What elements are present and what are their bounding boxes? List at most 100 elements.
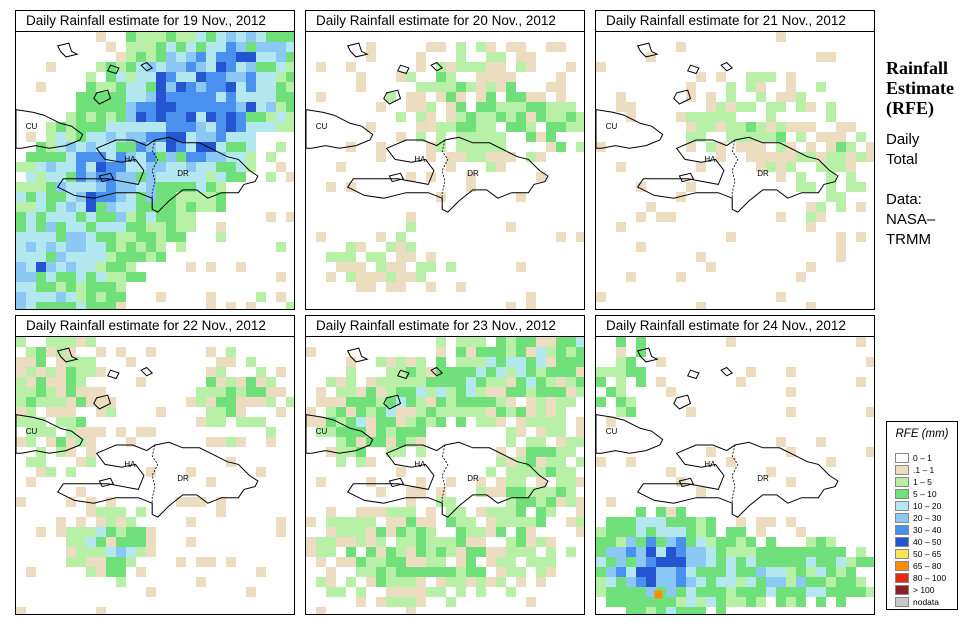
rainfall-cell <box>396 527 406 537</box>
rainfall-cell <box>526 387 536 397</box>
rainfall-cell <box>166 232 176 242</box>
rainfall-cell <box>536 152 546 162</box>
rainfall-cell <box>16 262 26 272</box>
rainfall-cell <box>176 162 186 172</box>
rainfall-cell <box>196 62 206 72</box>
rainfall-cell <box>386 567 396 577</box>
rainfall-cell <box>176 112 186 122</box>
rainfall-cell <box>326 567 336 577</box>
rainfall-cell <box>76 152 86 162</box>
legend-label: 30 – 40 <box>913 525 942 535</box>
rainfall-cell <box>246 112 256 122</box>
rainfall-cell <box>116 62 126 72</box>
rainfall-cell <box>56 202 66 212</box>
rainfall-cell <box>506 587 516 597</box>
rainfall-cell <box>196 557 206 567</box>
rainfall-cell <box>176 232 186 242</box>
rainfall-cell <box>646 607 656 614</box>
rainfall-cell <box>536 467 546 477</box>
rainfall-cell <box>376 417 386 427</box>
rainfall-cell <box>286 302 294 309</box>
rainfall-cell <box>256 377 266 387</box>
rainfall-cell <box>216 192 226 202</box>
rainfall-cell <box>376 427 386 437</box>
rainfall-cell <box>766 587 776 597</box>
rainfall-cell <box>366 252 376 262</box>
rainfall-cell <box>256 112 266 122</box>
rainfall-cell <box>206 292 216 302</box>
rainfall-grid <box>306 337 584 614</box>
rainfall-cell <box>696 132 706 142</box>
rainfall-cell <box>186 182 196 192</box>
mayaguana-coastline <box>106 369 120 380</box>
rainfall-cell <box>116 292 126 302</box>
rainfall-cell <box>146 112 156 122</box>
rainfall-cell <box>46 202 56 212</box>
rainfall-cell <box>666 212 676 222</box>
rainfall-cell <box>416 92 426 102</box>
rainfall-cell <box>236 82 246 92</box>
rainfall-cell <box>536 357 546 367</box>
legend-swatch <box>895 597 909 607</box>
rainfall-cell <box>136 72 146 82</box>
rainfall-cell <box>286 72 294 82</box>
rainfall-cell <box>776 132 786 142</box>
rainfall-cell <box>816 587 826 597</box>
rainfall-cell <box>146 102 156 112</box>
coastlines <box>306 347 549 518</box>
rainfall-cell <box>526 92 536 102</box>
rainfall-cell <box>706 262 716 272</box>
gonave-coastline <box>678 477 695 488</box>
rainfall-cell <box>646 567 656 577</box>
rainfall-cell <box>846 182 856 192</box>
rainfall-cell <box>156 52 166 62</box>
rainfall-cell <box>856 152 866 162</box>
rainfall-cell <box>746 587 756 597</box>
rainfall-cell <box>466 62 476 72</box>
rainfall-cell <box>146 182 156 192</box>
rainfall-cell <box>126 202 136 212</box>
rainfall-cell <box>216 407 226 417</box>
rainfall-cell <box>116 202 126 212</box>
rainfall-cell <box>606 387 616 397</box>
rainfall-cell <box>486 52 496 62</box>
rainfall-cell <box>206 437 216 447</box>
legend-swatch <box>895 453 909 463</box>
rainfall-cell <box>36 202 46 212</box>
rainfall-cell <box>426 252 436 262</box>
rainfall-cell <box>76 212 86 222</box>
rainfall-cell <box>276 162 286 172</box>
rainfall-cell <box>96 262 106 272</box>
rainfall-cell <box>846 567 856 577</box>
rainfall-cell <box>826 102 836 112</box>
rainfall-cell <box>456 557 466 567</box>
turks-caicos-coastline <box>140 61 154 72</box>
rainfall-cell <box>576 377 584 387</box>
rainfall-cell <box>526 527 536 537</box>
rainfall-cell <box>46 162 56 172</box>
rainfall-cell <box>676 567 686 577</box>
rainfall-cell <box>546 407 556 417</box>
rainfall-cell <box>76 527 86 537</box>
rainfall-cell <box>716 102 726 112</box>
rainfall-cell <box>506 517 516 527</box>
rainfall-cell <box>726 557 736 567</box>
rainfall-cell <box>166 112 176 122</box>
rainfall-cell <box>576 387 584 397</box>
rainfall-cell <box>686 82 696 92</box>
rainfall-cell <box>156 112 166 122</box>
turks-caicos-coastline <box>430 61 444 72</box>
rainfall-cell <box>416 437 426 447</box>
rainfall-cell <box>126 212 136 222</box>
rainfall-cell <box>96 32 106 42</box>
legend-label: > 100 <box>913 585 935 595</box>
rainfall-cell <box>56 437 66 447</box>
rainfall-cell <box>56 212 66 222</box>
rainfall-cell <box>666 587 676 597</box>
rainfall-cell <box>196 387 206 397</box>
rainfall-cell <box>486 467 496 477</box>
legend-swatch <box>895 477 909 487</box>
rainfall-cell <box>266 387 276 397</box>
rainfall-cell <box>46 407 56 417</box>
